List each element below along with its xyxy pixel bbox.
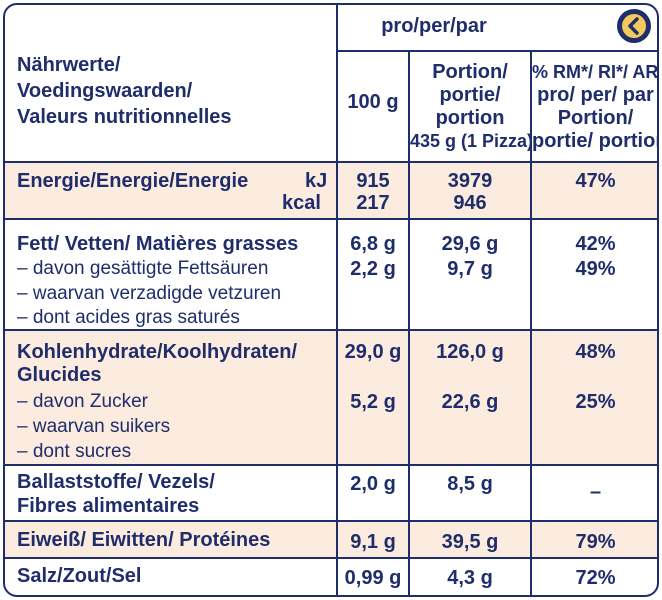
divider: [5, 218, 657, 220]
salt-label: Salz/Zout/Sel: [17, 565, 142, 587]
divider: [5, 464, 657, 466]
energy-label: Energie/Energie/Energie: [17, 170, 249, 192]
col-ri-header-2: pro/ per/ par: [537, 84, 654, 106]
energy-ri: 47%: [575, 170, 616, 192]
carbs-ri: 48%: [575, 341, 616, 363]
fat-100g: 6,8 g: [350, 233, 396, 255]
divider: [5, 520, 657, 522]
carbs-sub-nl: – waarvan suikers: [17, 416, 171, 437]
fibre-100g: 2,0 g: [350, 473, 396, 495]
col-portion-header-4: 435 g (1 Pizza): [410, 131, 534, 151]
fat-sat-portion: 9,7 g: [447, 258, 493, 280]
energy-portion-kcal: 946: [453, 192, 487, 214]
column-divider: [408, 50, 410, 595]
col-ri-header-4: portie/ portion: [532, 130, 659, 152]
column-divider: [530, 50, 532, 595]
column-divider: [336, 5, 338, 595]
col-100g-header: 100 g: [347, 91, 399, 113]
label-header-3: Valeurs nutritionnelles: [17, 106, 232, 128]
header-divider: [336, 50, 657, 52]
fat-sub-de: – davon gesättigte Fettsäuren: [17, 258, 269, 279]
nutrition-table: pro/per/par Nährwerte/ Voedingswaarden/ …: [3, 3, 659, 597]
fat-sub-fr: – dont acides gras saturés: [17, 307, 240, 328]
col-portion-header-1: Portion/: [432, 61, 508, 83]
col-portion-header-3: portion: [435, 107, 505, 129]
sugar-portion: 22,6 g: [441, 391, 499, 413]
carbs-100g: 29,0 g: [344, 341, 402, 363]
protein-portion: 39,5 g: [441, 531, 499, 553]
fat-ri: 42%: [575, 233, 616, 255]
carbs-row-bg: [5, 331, 657, 464]
divider: [5, 329, 657, 331]
fat-sat-100g: 2,2 g: [350, 258, 396, 280]
protein-100g: 9,1 g: [350, 531, 396, 553]
fat-label: Fett/ Vetten/ Matières grasses: [17, 233, 299, 255]
per-header: pro/per/par: [381, 15, 487, 37]
protein-row-bg: [5, 522, 657, 557]
protein-label: Eiweiß/ Eiwitten/ Protéines: [17, 529, 271, 551]
salt-portion: 4,3 g: [447, 567, 493, 589]
energy-portion-kj: 3979: [447, 170, 493, 192]
fibre-ri: –: [589, 481, 602, 503]
energy-100g-kcal: 217: [356, 192, 390, 214]
label-header-2: Voedingswaarden/: [17, 80, 193, 102]
carbs-label-1: Kohlenhydrate/Koolhydraten/: [17, 341, 298, 363]
salt-ri: 72%: [575, 567, 616, 589]
sugar-ri: 25%: [575, 391, 616, 413]
energy-100g-kj: 915: [356, 170, 390, 192]
carbs-sub-de: – davon Zucker: [17, 391, 148, 412]
col-ri-header-1: % RM*/ RI*/ AR*: [532, 62, 659, 82]
divider: [5, 161, 657, 163]
energy-row-bg: [5, 163, 657, 218]
carbs-portion: 126,0 g: [436, 341, 504, 363]
divider: [5, 557, 657, 559]
carbs-label-2: Glucides: [17, 364, 102, 386]
fibre-label-2: Fibres alimentaires: [17, 495, 200, 517]
fat-sat-ri: 49%: [575, 258, 616, 280]
protein-ri: 79%: [575, 531, 616, 553]
col-ri-header-3: Portion/: [557, 107, 634, 129]
carbs-sub-fr: – dont sucres: [17, 441, 132, 462]
fat-portion: 29,6 g: [441, 233, 499, 255]
fat-sub-nl: – waarvan verzadigde vetzuren: [17, 283, 282, 304]
sugar-100g: 5,2 g: [350, 391, 396, 413]
col-portion-header-2: portie/: [439, 84, 501, 106]
energy-kcal-unit: kcal: [282, 192, 321, 214]
back-arrow-icon[interactable]: [617, 9, 651, 43]
fibre-portion: 8,5 g: [447, 473, 493, 495]
fibre-label-1: Ballaststoffe/ Vezels/: [17, 471, 215, 493]
energy-kj-unit: kJ: [305, 170, 328, 192]
salt-100g: 0,99 g: [344, 567, 402, 589]
label-header-1: Nährwerte/: [17, 54, 121, 76]
